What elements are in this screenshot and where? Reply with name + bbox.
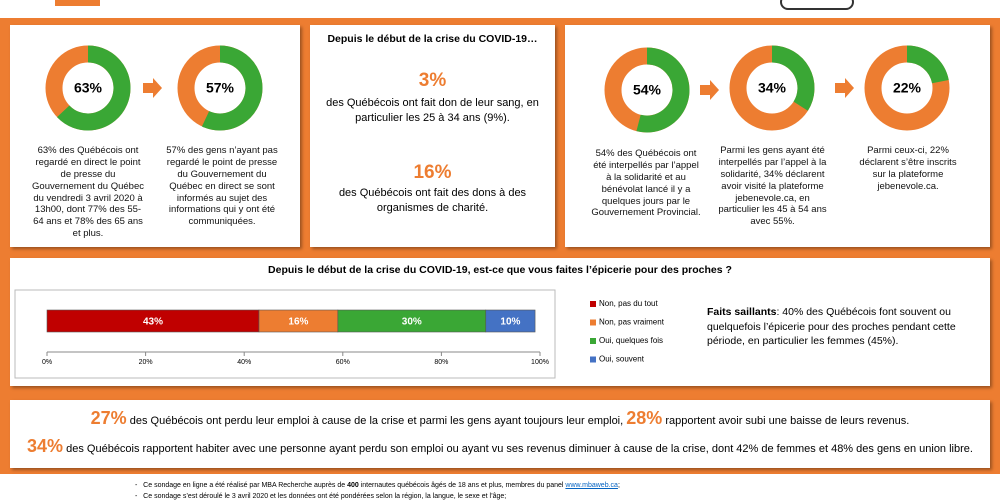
text: internautes québécois âgés de 18 ans et … xyxy=(358,482,566,489)
value-label: 10% xyxy=(500,317,520,328)
legend-swatch xyxy=(590,338,596,344)
stat-text: des Québécois ont fait des dons à des or… xyxy=(338,187,527,214)
plot-frame xyxy=(14,289,556,379)
donut-hole xyxy=(747,63,797,113)
donut-arc xyxy=(636,47,690,133)
legend-swatch xyxy=(590,319,596,326)
donut-label: 63% xyxy=(74,80,103,96)
stat-figure: 16% xyxy=(413,162,452,183)
panel-title: Depuis le début de la crise du COVID-19… xyxy=(327,33,538,45)
donut-text: Parmi ceux-ci, 22% déclarent s’être insc… xyxy=(859,145,957,192)
legend-label: Oui, quelques fois xyxy=(599,336,663,345)
footer-note: - Ce sondage en ligne a été réalisé par … xyxy=(135,482,620,489)
text: Ce sondage s’est déroulé le 3 avril 2020… xyxy=(143,493,507,500)
legend-label: Non, pas vraiment xyxy=(599,318,665,327)
text: rapportent avoir subi une baisse de leur… xyxy=(662,415,910,427)
legend-swatch xyxy=(590,356,596,363)
donut-hole xyxy=(622,65,672,115)
header-strip xyxy=(0,0,1000,18)
donut-label: 57% xyxy=(206,80,235,96)
x-tick-label: 0% xyxy=(42,359,52,366)
footer-note: - Ce sondage s’est déroulé le 3 avril 20… xyxy=(135,493,507,500)
x-tick-label: 40% xyxy=(237,359,251,366)
stat-figure: 3% xyxy=(418,70,447,91)
x-tick-label: 100% xyxy=(531,359,549,366)
x-tick-label: 60% xyxy=(336,359,350,366)
value-label: 16% xyxy=(288,317,308,328)
donut-arc xyxy=(57,45,131,131)
donut-text: Parmi les gens ayant été interpellés par… xyxy=(718,145,827,228)
x-tick-label: 80% xyxy=(434,359,448,366)
figure: 27% xyxy=(90,408,127,428)
panel-income xyxy=(10,400,990,468)
value-label: 43% xyxy=(143,317,163,328)
arrow xyxy=(143,78,162,98)
figure: 34% xyxy=(27,436,64,456)
donut-text: 57% des gens n’ayant pas regardé le poin… xyxy=(166,145,278,228)
logo-right xyxy=(780,0,854,10)
donut-hole xyxy=(882,63,932,113)
donut-hole xyxy=(195,63,245,113)
donut-arc xyxy=(201,45,263,131)
highlights: Faits saillants: 40% des Québécois font … xyxy=(707,305,982,349)
chart-title: Depuis le début de la crise du COVID-19,… xyxy=(268,264,732,276)
value-label: 30% xyxy=(402,317,422,328)
income-line: 34% des Québécois rapportent habiter ave… xyxy=(10,436,990,457)
income-line: 27% des Québécois ont perdu leur emploi … xyxy=(10,408,990,429)
legend-label: Non, pas du tout xyxy=(599,299,658,308)
donut-arc xyxy=(771,45,815,111)
stat-text: des Québécois ont fait don de leur sang,… xyxy=(326,97,539,124)
legend-label: Oui, souvent xyxy=(599,355,645,364)
donut-hole xyxy=(63,63,113,113)
text: des Québécois ont perdu leur emploi à ca… xyxy=(126,415,627,427)
highlights-text: : 40% des Québécois font souvent ou quel… xyxy=(707,306,956,348)
text: des Québécois rapportent habiter avec un… xyxy=(63,443,973,455)
panel-donations xyxy=(310,25,555,247)
arrow xyxy=(835,78,854,98)
bar-segment xyxy=(485,309,536,333)
donut-arc xyxy=(906,45,949,84)
donut-label: 54% xyxy=(633,82,662,98)
arrow xyxy=(700,80,719,100)
donut-label: 22% xyxy=(893,80,922,96)
logo-left xyxy=(55,0,100,6)
footer xyxy=(0,474,1000,500)
text: Ce sondage en ligne a été réalisé par MB… xyxy=(143,482,348,489)
donut-text: 54% des Québécois ont été interpellés pa… xyxy=(591,148,701,219)
text: ; xyxy=(617,482,620,489)
figure: 28% xyxy=(626,408,663,428)
text: 400 xyxy=(347,482,359,489)
highlights-label: Faits saillants xyxy=(707,306,777,318)
x-tick-label: 20% xyxy=(139,359,153,366)
donut-label: 34% xyxy=(758,80,787,96)
link[interactable]: www.mbaweb.ca xyxy=(565,482,618,489)
legend-swatch xyxy=(590,301,596,307)
donut-text: 63% des Québécois ont regardé en direct … xyxy=(32,145,144,240)
